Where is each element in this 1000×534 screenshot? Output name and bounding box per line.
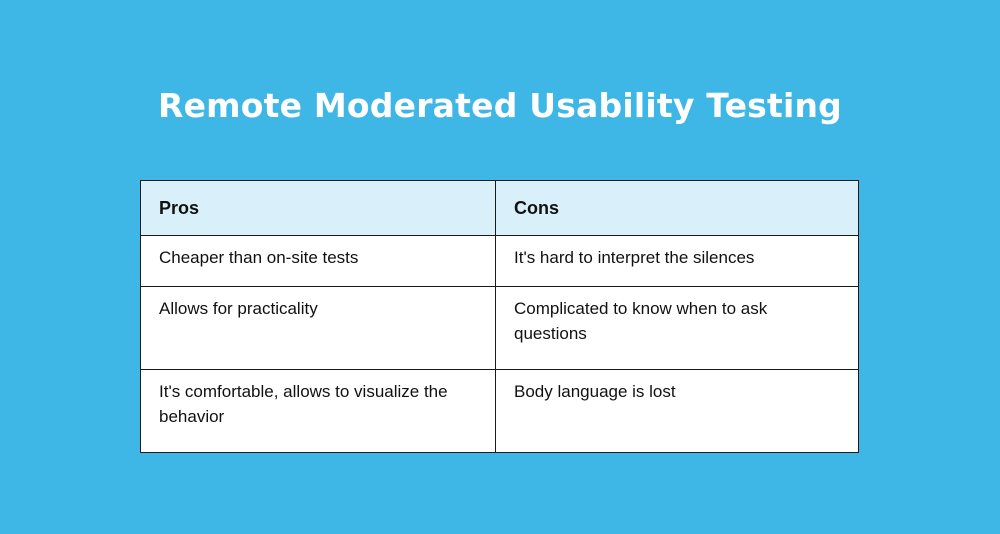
- table-row: Allows for practicality Complicated to k…: [140, 286, 859, 370]
- page-title: Remote Moderated Usability Testing: [157, 86, 842, 125]
- table-row: Cheaper than on-site tests It's hard to …: [140, 235, 859, 287]
- pro-cell: It's comfortable, allows to visualize th…: [140, 369, 496, 453]
- pro-cell: Cheaper than on-site tests: [140, 235, 496, 287]
- table-header-row: Pros Cons: [140, 180, 859, 236]
- con-cell: It's hard to interpret the silences: [495, 235, 859, 287]
- header-cons: Cons: [495, 180, 859, 236]
- pros-cons-table: Pros Cons Cheaper than on-site tests It'…: [140, 180, 859, 453]
- table-row: It's comfortable, allows to visualize th…: [140, 369, 859, 453]
- con-cell: Complicated to know when to ask question…: [495, 286, 859, 370]
- header-pros: Pros: [140, 180, 496, 236]
- pro-cell: Allows for practicality: [140, 286, 496, 370]
- con-cell: Body language is lost: [495, 369, 859, 453]
